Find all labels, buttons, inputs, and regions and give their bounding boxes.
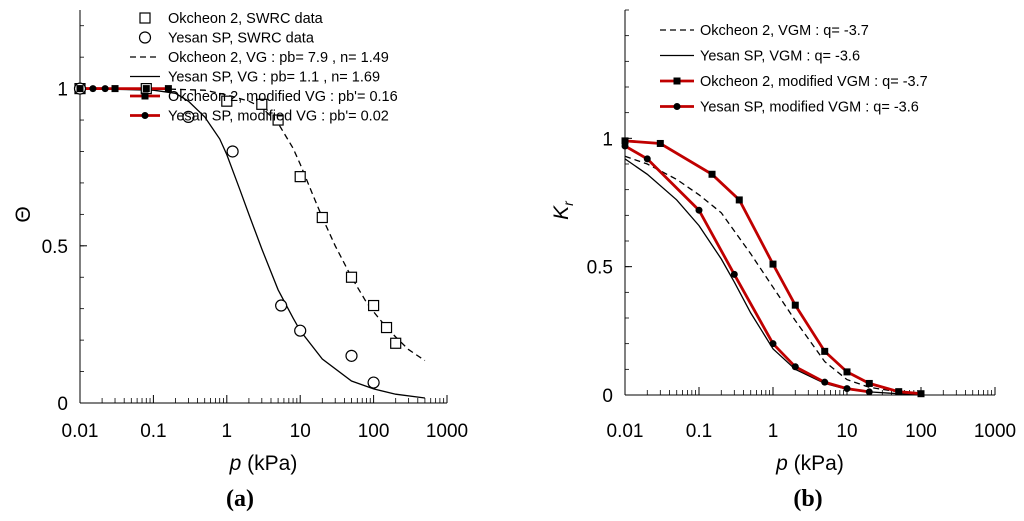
data-point-s4: [111, 85, 119, 93]
panel-a-swrc-chart: 0 0.5 1 0.01 0.1 1 10 100 1000 p (kPa) Θ (a) Okcheon…: [12, 10, 468, 512]
panel-caption: (b): [793, 486, 822, 512]
data-point-s3: [695, 206, 703, 214]
x-tick-label: 100: [905, 421, 937, 442]
data-point-s1: [182, 110, 195, 123]
data-point-s0: [272, 114, 284, 126]
data-point-s2: [621, 137, 629, 145]
legend-marker: [673, 103, 681, 110]
series-line-0: [624, 155, 922, 395]
x-tick-label: 0.01: [62, 421, 99, 442]
legend-marker: [139, 12, 151, 24]
y-tick-label: 0: [602, 386, 613, 407]
x-tick-label: 10: [836, 421, 857, 442]
data-point-s3: [843, 385, 851, 393]
x-tick-label: 0.01: [607, 421, 644, 442]
data-point-s0: [368, 299, 380, 312]
data-point-s0: [380, 321, 393, 334]
x-tick-label: 1: [222, 421, 233, 442]
legend-label: Okcheon 2, modified VGM : q= -3.7: [700, 74, 928, 90]
series-line-3: [79, 87, 425, 399]
data-point-s2: [895, 388, 903, 396]
data-point-s5: [76, 85, 84, 93]
x-tick-label: 0.1: [140, 421, 166, 442]
legend-marker: [673, 77, 681, 85]
data-point-s2: [791, 301, 799, 309]
data-point-s2: [821, 347, 829, 355]
legend-label: Okcheon 2, VG : pb= 7.9 , n= 1.49: [168, 50, 389, 66]
data-point-s3: [865, 388, 873, 396]
y-tick-label: 0: [57, 394, 68, 415]
data-point-s3: [791, 363, 799, 371]
data-point-s1: [275, 299, 288, 312]
legend-marker: [141, 112, 149, 119]
data-point-s3: [621, 142, 629, 150]
data-point-s3: [643, 155, 651, 163]
data-point-s5: [101, 85, 109, 93]
data-point-s1: [294, 324, 307, 337]
y-tick-label: 0.5: [587, 258, 613, 279]
x-tick-label: 1000: [426, 421, 468, 442]
data-point-s1: [345, 349, 358, 362]
x-tick-label: 100: [358, 421, 390, 442]
x-tick-label: 0.1: [686, 421, 712, 442]
x-tick-label: 1000: [974, 421, 1016, 442]
legend-label: Yesan SP, VGM : q= -3.6: [700, 49, 860, 65]
series-line-3: [624, 144, 870, 394]
y-axis-label: Θ: [12, 206, 35, 222]
data-point-s4: [164, 85, 172, 93]
data-point-s4: [142, 85, 150, 93]
data-point-s5: [89, 85, 97, 93]
x-axis-label: p (kPa): [229, 452, 298, 475]
legend-label: Okcheon 2, modified VG : pb'= 0.16: [168, 89, 398, 105]
legend-label: Yesan SP, VG : pb= 1.1 , n= 1.69: [168, 70, 380, 86]
data-point-s2: [656, 139, 664, 147]
legend-label: Yesan SP, modified VGM : q= -3.6: [700, 100, 919, 116]
y-axis-label: Kr: [550, 200, 576, 220]
legend-marker: [138, 31, 152, 44]
data-point-s0: [345, 271, 358, 283]
data-point-s2: [769, 260, 777, 268]
data-point-s0: [221, 95, 233, 107]
legend-label: Okcheon 2, VGM : q= -3.7: [700, 23, 869, 39]
data-point-s3: [769, 340, 777, 348]
panel-b-conductivity-chart: 0 0.5 1 0.01 0.1 1 10 100 1000 p (kPa) Kr (b) Okcheo…: [550, 9, 1016, 512]
x-axis-label: p (kPa): [775, 452, 844, 475]
y-tick-label: 1: [602, 129, 613, 150]
legend-marker: [141, 92, 149, 100]
panel-caption: (a): [226, 486, 254, 512]
series-line-1: [624, 158, 922, 395]
y-tick-label: 0.5: [42, 237, 68, 258]
legend-label: Yesan SP, SWRC data: [168, 31, 315, 47]
legend-label: Yesan SP, modified VG : pb'= 0.02: [168, 109, 389, 125]
data-point-s0: [316, 211, 328, 224]
data-point-s2: [708, 170, 716, 178]
data-point-s2: [865, 379, 873, 387]
data-point-s1: [226, 145, 239, 158]
data-point-s0: [390, 337, 402, 349]
x-tick-label: 10: [290, 421, 311, 442]
x-tick-label: 1: [768, 421, 779, 442]
legend-label: Okcheon 2, SWRC data: [168, 11, 324, 27]
data-point-s0: [256, 98, 268, 110]
data-point-s0: [294, 171, 306, 183]
data-point-s2: [735, 196, 743, 204]
data-point-s3: [821, 378, 829, 386]
y-tick-label: 1: [57, 80, 68, 101]
data-point-s1: [367, 376, 380, 389]
data-point-s2: [917, 390, 925, 398]
data-point-s3: [730, 270, 738, 278]
data-point-s2: [843, 368, 851, 376]
